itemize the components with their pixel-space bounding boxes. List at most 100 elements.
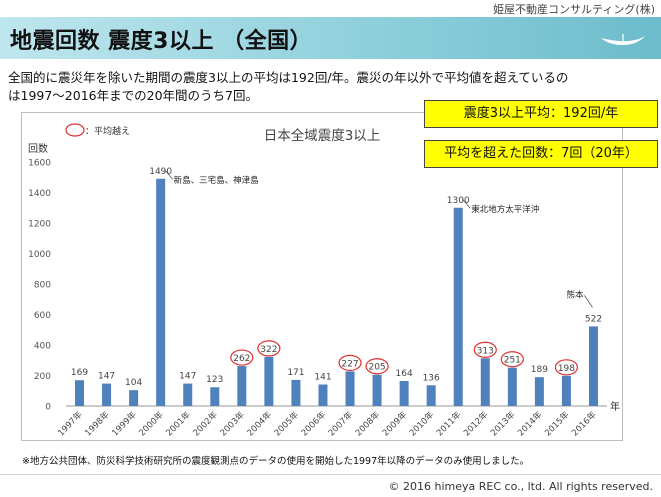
bar-2008年 [372,374,382,406]
page-title: 地震回数 震度3以上 （全国） [10,29,313,54]
above-average-circle [473,341,497,358]
data-label: 147 [98,372,115,382]
data-label: 322 [260,345,277,355]
x-tick-label: 2004年 [245,409,274,438]
x-tick-label: 2001年 [164,409,193,438]
x-tick-label: 1999年 [110,409,139,438]
y-tick-label: 0 [45,403,51,413]
legend-circle-icon [65,123,85,137]
x-tick-label: 2003年 [218,409,247,438]
x-tick-label: 2012年 [461,409,490,438]
data-label: 169 [71,368,88,378]
annotation-label: 東北地方太平洋沖 [471,204,539,215]
average-callout: 震度3以上平均：192回/年 [424,100,658,128]
annotation-leader-line [584,295,593,308]
x-tick-label: 1998年 [83,409,112,438]
description-line-1: 全国的に震災年を除いた期間の震度3以上の平均は192回/年。震災の年以外で平均値… [8,70,569,85]
data-label: 147 [179,372,196,382]
data-label: 198 [558,364,575,374]
data-label: 313 [477,346,494,356]
x-tick-label: 2016年 [570,409,599,438]
data-label: 123 [206,375,223,385]
x-tick-label: 2002年 [191,409,220,438]
bar-2007年 [345,371,355,406]
description: 全国的に震災年を除いた期間の震度3以上の平均は192回/年。震災の年以外で平均値… [8,69,658,105]
data-label: 227 [341,359,358,369]
copyright: © 2016 himeya REC co., ltd. All rights r… [388,480,653,493]
x-axis-label: 年 [610,400,620,413]
x-tick-label: 2010年 [407,409,436,438]
annotation-leader-line [164,169,173,180]
y-tick-label: 400 [34,342,51,352]
data-label: 189 [531,365,548,375]
boat-logo-icon [601,34,645,45]
footnote: ※地方公共団体、防災科学技術研究所の震度観測点のデータの使用を開始した1997年… [22,456,530,467]
bar-2014年 [534,377,544,406]
x-tick-label: 2015年 [542,409,571,438]
y-tick-label: 1200 [28,220,51,230]
bar-2000年 [156,178,166,406]
legend-label: ：平均越え [85,125,130,137]
above-average-circle [500,351,524,368]
bar-2015年 [561,375,571,406]
annotation-label: 新島、三宅島、神津島 [174,175,260,186]
footer-divider [0,474,661,475]
bar-2009年 [399,380,409,406]
data-label: 104 [125,378,142,388]
bar-1998年 [102,383,112,406]
bar-2002年 [210,387,220,406]
data-label: 251 [504,356,521,366]
annotation-label: 熊本 [566,289,584,300]
description-line-2: は1997～2016年までの20年間のうち7回。 [8,88,258,103]
bar-2012年 [480,358,490,406]
bar-2003年 [237,366,247,406]
x-tick-label: 2008年 [353,409,382,438]
bar-2010年 [426,385,436,406]
data-label: 136 [423,373,440,383]
above-average-circle [230,349,254,366]
bar-2005年 [291,379,301,406]
bar-2016年 [588,326,598,406]
x-tick-label: 2000年 [137,409,166,438]
data-label: 164 [396,369,413,379]
above-average-circle [257,340,281,357]
data-label: 205 [368,363,385,373]
x-tick-label: 2011年 [434,409,463,438]
bar-2006年 [318,384,328,406]
x-tick-label: 1997年 [56,409,85,438]
x-tick-label: 2007年 [326,409,355,438]
data-label: 1300 [447,196,470,206]
above-average-circle [554,359,579,376]
x-tick-label: 2005年 [272,409,301,438]
x-tick-label: 2006年 [299,409,328,438]
bar-1997年 [75,380,85,406]
bar-1999年 [129,390,139,406]
above-average-circle [338,354,362,371]
y-axis-label: 回数 [28,142,48,155]
y-tick-label: 600 [34,311,51,321]
chart-title: 日本全域震度3以上 [264,127,381,144]
y-tick-label: 800 [34,281,51,291]
y-tick-label: 200 [34,372,51,382]
title-bar: 地震回数 震度3以上 （全国） [0,17,661,59]
y-tick-label: 1400 [28,189,51,199]
data-label: 171 [287,368,304,378]
bar-2011年 [453,207,463,406]
annotation-leader-line [461,198,471,209]
x-tick-label: 2014年 [515,409,544,438]
x-tick-label: 2013年 [488,409,517,438]
above-average-circle [365,358,389,375]
bar-2013年 [507,367,517,406]
company-name: 姫屋不動産コンサルティング(株) [493,3,655,16]
bar-2004年 [264,356,274,406]
data-label: 522 [585,314,602,324]
y-tick-label: 1000 [28,250,51,260]
y-tick-label: 1600 [28,159,51,169]
data-label: 262 [233,354,250,364]
chart-frame: 日本全域震度3以上 ：平均越え回数 0 200 400 600 800 1000 1200 140… [21,112,623,441]
data-label: 141 [314,372,331,382]
above-average-callout: 平均を超えた回数：7回（20年） [424,140,658,168]
data-label: 1490 [149,167,172,177]
x-tick-label: 2009年 [380,409,409,438]
